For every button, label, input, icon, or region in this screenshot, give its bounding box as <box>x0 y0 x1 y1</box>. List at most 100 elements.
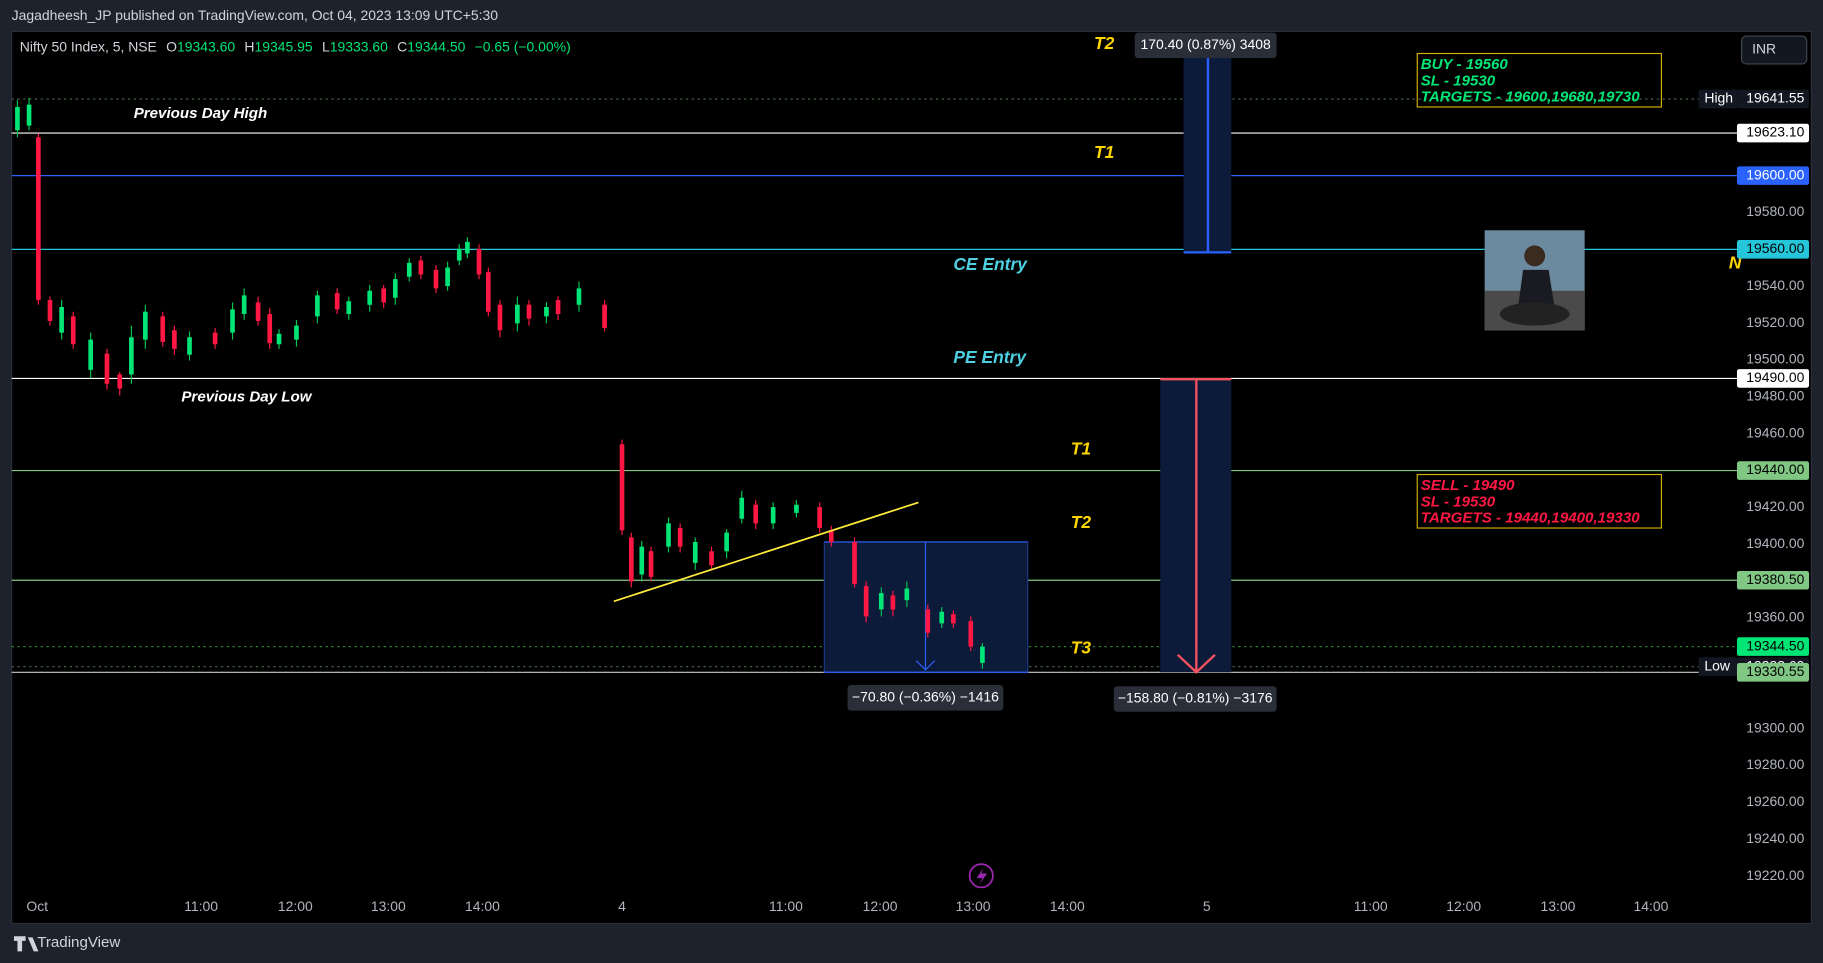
price-tick-label: 19520.00 <box>1746 314 1804 330</box>
annotation: T1 <box>1094 142 1114 162</box>
badge-tag: Low <box>1704 657 1730 673</box>
price-badge <box>1736 663 1810 682</box>
price-badge-label: 19344.50 <box>1746 637 1804 653</box>
price-badge-label: 19600.00 <box>1746 166 1804 182</box>
price-tick-label: 19280.00 <box>1746 756 1804 772</box>
sell-line: SELL - 19490 <box>1421 477 1515 494</box>
sell-box <box>1416 473 1662 529</box>
avatar <box>1484 230 1585 331</box>
red-bodies <box>36 137 974 647</box>
candles <box>15 97 985 669</box>
time-label: 12:00 <box>278 898 313 914</box>
sell-line: SL - 19530 <box>1421 493 1496 510</box>
annotation: PE Entry <box>953 347 1027 367</box>
time-label: 11:00 <box>769 898 803 914</box>
measure-bg <box>1113 686 1277 712</box>
measure-label: 170.40 (0.87%) 3408 <box>1141 36 1271 52</box>
buy-line: TARGETS - 19600,19680,19730 <box>1421 89 1640 106</box>
change: −0.65 (−0.00%) <box>475 38 571 54</box>
annotation: Previous Day High <box>134 105 267 122</box>
buy-line: BUY - 19560 <box>1421 56 1509 73</box>
price-badge-label: 19623.10 <box>1746 124 1804 140</box>
sell-line: TARGETS - 19440,19400,19330 <box>1421 510 1640 527</box>
time-label: 14:00 <box>1050 898 1085 914</box>
price-badge <box>1736 123 1810 143</box>
annotation: T1 <box>1071 439 1091 459</box>
ohlc-key: O <box>166 38 177 54</box>
currency[interactable]: INR <box>1752 41 1776 57</box>
price-tick-label: 19580.00 <box>1746 203 1804 219</box>
replay-bolt[interactable] <box>976 867 988 886</box>
price-tick-label: 19460.00 <box>1746 424 1804 440</box>
footer: TradingView <box>37 934 120 951</box>
time-label: 11:00 <box>184 898 218 914</box>
time-label: 14:00 <box>465 898 500 914</box>
annotation: CE Entry <box>953 254 1028 274</box>
time-label: 11:00 <box>1354 898 1388 914</box>
replay-icon[interactable] <box>968 863 994 889</box>
price-tick-label: 19360.00 <box>1746 609 1804 625</box>
measure-label: −70.80 (−0.36%) −1416 <box>852 689 999 705</box>
price-badge-label: 19440.00 <box>1746 461 1804 477</box>
price-tick-label: 19220.00 <box>1746 867 1804 883</box>
time-label: 13:00 <box>956 898 991 914</box>
price-badge-label: 19560.00 <box>1746 240 1804 256</box>
ohlc-value: 19343.60 <box>177 38 235 54</box>
price-badge <box>1736 89 1810 109</box>
price-tick-label: 19420.00 <box>1746 498 1804 514</box>
short-arrow <box>1176 379 1216 674</box>
price-badge-label: 19490.00 <box>1746 369 1804 385</box>
time-label: 12:00 <box>863 898 898 914</box>
price-badge-label: 19330.55 <box>1746 663 1804 679</box>
annotation: Previous Day Low <box>181 389 312 406</box>
ohlc-value: 19344.50 <box>407 38 465 54</box>
measure-bg <box>1134 32 1277 59</box>
price-badge-label: 19641.55 <box>1746 90 1804 106</box>
symbol-info: Nifty 50 Index, 5, NSE O19343.60 H19345.95… <box>20 38 571 54</box>
ohlc-value: 19333.60 <box>330 38 388 54</box>
ohlc-value: 19345.95 <box>255 38 313 54</box>
time-label: 5 <box>1203 898 1211 914</box>
badge-tag: High <box>1704 90 1733 106</box>
ohlc-key: C <box>397 38 407 54</box>
time-label: 12:00 <box>1446 898 1481 914</box>
price-tick-label: 19300.00 <box>1746 719 1804 735</box>
measure-label: −158.80 (−0.81%) −3176 <box>1118 690 1273 706</box>
buy-box <box>1416 52 1662 108</box>
price-badge <box>1736 166 1810 185</box>
annotation: T2 <box>1094 33 1115 53</box>
annotation: T3 <box>1071 638 1092 658</box>
annotation: T2 <box>1071 512 1092 532</box>
time-label: 14:00 <box>1633 898 1668 914</box>
publisher: Jagadheesh_JP published on TradingView.c… <box>12 7 499 23</box>
measure-bg <box>847 685 1004 711</box>
price-tick-label: 19540.00 <box>1746 277 1804 293</box>
price-badge-label: 19380.50 <box>1746 571 1804 587</box>
price-badge <box>1736 637 1810 656</box>
chart-pane <box>11 30 1812 925</box>
price-tick-label: 19400.00 <box>1746 535 1804 551</box>
price-tick-label: 19240.00 <box>1746 830 1804 846</box>
short-small-arrow <box>824 541 1028 673</box>
price-tick-label: 19260.00 <box>1746 793 1804 809</box>
price-badge <box>1736 369 1810 388</box>
time-label: 13:00 <box>1540 898 1575 914</box>
symbol-line: Nifty 50 Index, 5, NSE O19343.60 H19345.95… <box>20 38 571 54</box>
currency-button[interactable] <box>1741 35 1808 65</box>
price-tick-label: 19480.00 <box>1746 388 1804 404</box>
tv-logo <box>13 936 39 952</box>
badge-tag-bg <box>1698 657 1737 677</box>
buy-line: SL - 19530 <box>1421 72 1496 89</box>
price-badge <box>1736 570 1810 590</box>
ohlc-key: H <box>244 38 254 54</box>
price-badge <box>1736 461 1810 480</box>
trendline <box>613 501 919 603</box>
price-tick-label: 19500.00 <box>1746 351 1804 367</box>
price-badge <box>1736 240 1810 259</box>
badge-tag-bg <box>1698 89 1737 109</box>
symbol-name: Nifty 50 Index, 5, NSE <box>20 38 157 54</box>
time-label: Oct <box>26 898 48 914</box>
time-label: 4 <box>618 898 626 914</box>
